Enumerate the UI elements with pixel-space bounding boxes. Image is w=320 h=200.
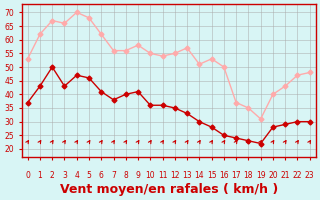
X-axis label: Vent moyen/en rafales ( km/h ): Vent moyen/en rafales ( km/h ): [60, 183, 278, 196]
